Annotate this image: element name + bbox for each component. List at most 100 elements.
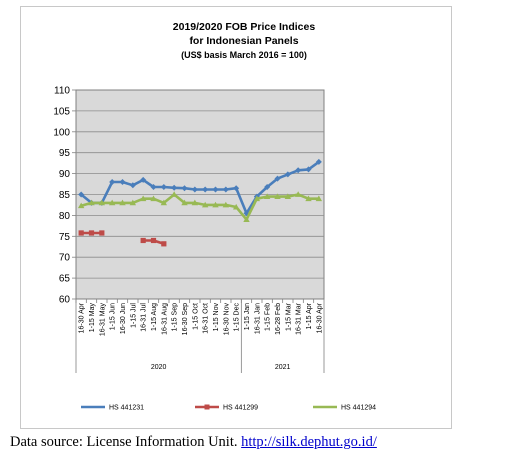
x-tick-label: 1-15 Nov	[213, 303, 220, 332]
series-hs-441231	[78, 158, 322, 217]
data-point	[305, 195, 312, 202]
data-point	[181, 199, 188, 206]
data-point	[98, 199, 106, 206]
x-tick-label: 16-31 Oct	[203, 303, 210, 334]
legend-entry: HS 441294	[313, 405, 376, 412]
series-hs-441294	[77, 191, 323, 222]
data-source-note: Data source: License Information Unit. h…	[10, 434, 377, 451]
data-point	[119, 199, 126, 206]
data-point	[150, 195, 157, 202]
y-tick-label: 95	[59, 148, 71, 159]
data-point	[222, 201, 230, 208]
x-tick-label: 1-15 Mar	[285, 302, 292, 331]
data-point	[284, 171, 291, 178]
x-tick-label: 1-15 May	[89, 303, 96, 333]
data-point	[295, 167, 302, 174]
data-source-text: Data source: License Information Unit.	[10, 434, 238, 450]
x-tick-label: 1-15 Feb	[265, 303, 272, 331]
legend-label: HS 441299	[223, 405, 258, 412]
data-point	[212, 186, 219, 193]
data-point	[243, 216, 250, 222]
year-label: 2021	[275, 364, 291, 371]
legend-label: HS 441294	[341, 405, 376, 412]
x-tick-label: 16-28 Feb	[275, 303, 282, 335]
x-tick-label: 1-15 Dec	[234, 303, 241, 332]
data-point	[77, 202, 85, 209]
chart-title: 2019/2020 FOB Price Indices	[173, 21, 316, 33]
data-point	[139, 195, 147, 202]
legend-label: HS 441231	[109, 405, 144, 412]
data-point	[160, 183, 167, 190]
data-point	[140, 237, 146, 244]
data-point	[109, 178, 116, 185]
data-point	[212, 201, 219, 208]
data-point	[263, 193, 271, 199]
series-hs-441299	[78, 230, 167, 247]
data-point	[191, 199, 199, 206]
y-tick-label: 85	[59, 190, 71, 201]
y-tick-label: 90	[59, 169, 71, 180]
y-tick-label: 80	[59, 211, 71, 222]
data-point	[108, 199, 116, 206]
data-point	[274, 193, 281, 199]
x-tick-label: 16-31 Aug	[161, 303, 168, 335]
x-tick-label: 16-30 Jun	[120, 303, 127, 334]
x-tick-label: 16-31 May	[99, 303, 106, 337]
data-point	[150, 183, 157, 190]
data-point	[201, 201, 209, 208]
data-point	[129, 182, 136, 189]
data-point	[232, 203, 240, 210]
data-point	[88, 230, 95, 236]
x-tick-label: 16-31 Jul	[141, 303, 148, 332]
data-point	[305, 166, 312, 173]
y-tick-label: 60	[59, 295, 71, 306]
data-point	[233, 185, 240, 192]
y-tick-label: 75	[59, 232, 71, 243]
y-tick-label: 65	[59, 274, 71, 285]
data-source-link[interactable]: http://silk.dephut.go.id/	[241, 434, 377, 450]
x-tick-label: 1-15 Sep	[172, 303, 179, 332]
chart-container: 2019/2020 FOB Price Indices for Indonesi…	[20, 6, 452, 429]
chart-title-line2: for Indonesian Panels	[189, 35, 298, 47]
legend-entry: HS 441299	[195, 404, 258, 412]
x-tick-label: 1-15 Jun	[110, 303, 117, 330]
y-tick-label: 70	[59, 253, 71, 264]
legend-entry: HS 441231	[81, 405, 144, 412]
x-tick-label: 16-31 Jan	[254, 303, 261, 334]
data-point	[294, 191, 302, 197]
chart-svg: 2019/2020 FOB Price Indices for Indonesi…	[53, 21, 376, 412]
data-point	[129, 199, 137, 206]
data-point	[171, 184, 178, 191]
data-point	[222, 186, 229, 193]
data-point	[119, 178, 126, 185]
data-point	[274, 175, 281, 182]
year-label: 2020	[151, 364, 167, 371]
data-point	[253, 195, 261, 202]
data-point	[315, 195, 323, 202]
data-point	[78, 191, 85, 198]
x-tick-label: 1-15 Oct	[192, 303, 199, 330]
x-tick-label: 16-30 Nov	[223, 303, 230, 336]
y-tick-label: 110	[54, 86, 70, 97]
data-point	[161, 241, 167, 247]
data-point	[150, 237, 157, 244]
legend-marker	[204, 404, 210, 410]
data-point	[202, 186, 209, 193]
x-tick-label: 16-30 Sep	[182, 303, 189, 335]
y-tick-label: 105	[53, 106, 70, 117]
chart-subtitle: (US$ basis March 2016 = 100)	[181, 50, 307, 60]
data-point	[284, 193, 292, 199]
legend: HS 441231 HS 441299 HS 441294	[81, 404, 376, 412]
x-tick-label: 1-15 Jan	[244, 303, 251, 330]
x-tick-label: 16-30 Apr	[316, 302, 323, 333]
y-tick-label: 100	[53, 127, 70, 138]
x-tick-label: 1-15 Jul	[130, 303, 137, 328]
data-point	[315, 158, 322, 165]
x-tick-label: 16-31 Mar	[296, 302, 303, 335]
x-tick-label: 16-30 Apr	[79, 302, 86, 333]
data-point	[181, 185, 188, 192]
data-point	[140, 176, 147, 183]
data-point	[78, 230, 84, 236]
data-point	[160, 199, 168, 206]
